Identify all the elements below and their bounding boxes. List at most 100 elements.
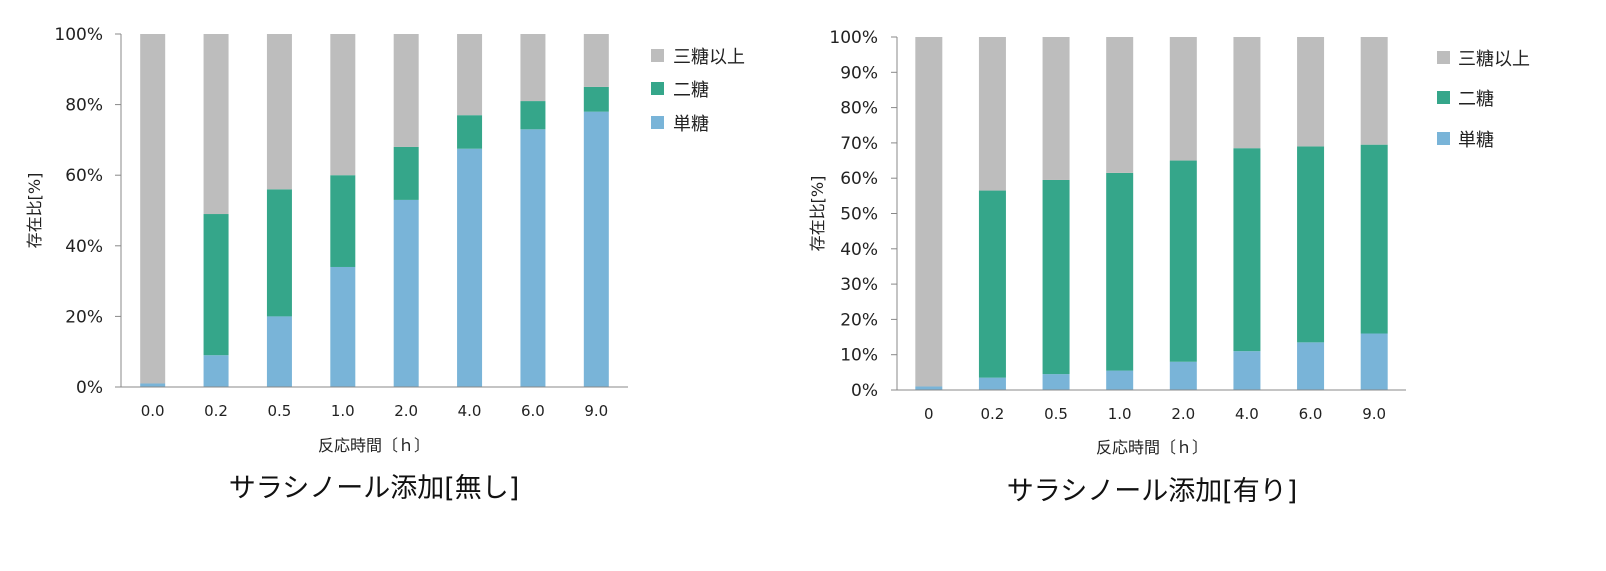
bar-segment (583, 86, 609, 112)
x-tick-label: 0.5 (268, 402, 292, 420)
y-axis-title: 存在比[%] (25, 173, 44, 249)
x-tick-label: 4.0 (458, 402, 482, 420)
y-tick-label: 90% (840, 63, 878, 83)
legend-label: 二糖 (1458, 89, 1494, 110)
bar-segment (583, 111, 609, 387)
x-tick-label: 0.5 (1044, 405, 1068, 423)
x-tick-label: 6.0 (521, 402, 545, 420)
y-tick-label: 80% (65, 96, 103, 116)
bar-segment (266, 316, 292, 387)
bar-segment (915, 386, 943, 390)
bar-segment (1042, 374, 1070, 390)
bar-segment (1360, 144, 1388, 334)
legend-swatch (651, 49, 664, 62)
bar-segment (203, 214, 229, 356)
y-tick-label: 60% (65, 166, 103, 186)
bar-segment (393, 146, 419, 200)
y-tick-label: 20% (65, 307, 103, 327)
y-tick-label: 30% (840, 275, 878, 295)
bar-segment (330, 266, 356, 387)
bar-segment (140, 34, 166, 384)
bar-segment (1042, 179, 1070, 375)
y-tick-label: 0% (76, 378, 103, 398)
bar-segment (203, 34, 229, 215)
bar-segment (915, 37, 943, 387)
x-tick-label: 1.0 (1108, 405, 1132, 423)
legend-swatch (1437, 91, 1450, 104)
x-tick-label: 4.0 (1235, 405, 1259, 423)
bar-segment (1297, 146, 1325, 343)
y-tick-label: 100% (54, 25, 103, 45)
bar-segment (520, 34, 546, 102)
y-tick-label: 50% (840, 205, 878, 225)
x-axis-title: 反応時間〔ｈ〕 (318, 436, 430, 455)
x-tick-label: 2.0 (394, 402, 418, 420)
bar-segment (140, 383, 166, 387)
bar-segment (1106, 370, 1134, 390)
bar-segment (520, 129, 546, 387)
chart-caption: サラシノール添加[有り] (1007, 476, 1298, 507)
bar-segment (457, 148, 483, 387)
bar-segment (266, 189, 292, 317)
bar-segment (266, 34, 292, 190)
bar-segment (1360, 333, 1388, 390)
bar-segment (203, 355, 229, 387)
y-tick-label: 40% (65, 237, 103, 257)
x-axis-title: 反応時間〔ｈ〕 (1096, 438, 1208, 457)
bar-segment (978, 37, 1006, 191)
legend-swatch (651, 116, 664, 129)
x-tick-label: 9.0 (584, 402, 608, 420)
bar-segment (1042, 37, 1070, 180)
x-tick-label: 9.0 (1362, 405, 1386, 423)
bar-segment (520, 101, 546, 130)
legend-label: 三糖以上 (1458, 49, 1530, 70)
bar-segment (330, 175, 356, 267)
chart-2: 0% 10% 20% 30% 40% 50% 60% 70% 80% 90% 100% 0 0.2 0.5… (808, 28, 1530, 507)
y-tick-label: 100% (829, 28, 878, 48)
bar-segment (393, 34, 419, 147)
x-tick-label: 6.0 (1299, 405, 1323, 423)
bar-segment (1106, 37, 1134, 173)
y-tick-label: 10% (840, 346, 878, 366)
legend-label: 単糖 (673, 114, 709, 135)
bar-segment (1169, 160, 1197, 362)
x-tick-label: 1.0 (331, 402, 355, 420)
y-tick-label: 80% (840, 99, 878, 119)
legend-label: 単糖 (1458, 130, 1494, 151)
bar-segment (1169, 37, 1197, 161)
bar-segment (1169, 361, 1197, 390)
y-tick-label: 20% (840, 310, 878, 330)
legend-swatch (1437, 132, 1450, 145)
bar-segment (1297, 37, 1325, 147)
x-tick-label: 0.2 (981, 405, 1005, 423)
y-tick-label: 0% (851, 381, 878, 401)
bar-segment (457, 115, 483, 149)
bar-segment (457, 34, 483, 116)
x-tick-label: 2.0 (1171, 405, 1195, 423)
y-tick-label: 70% (840, 134, 878, 154)
bar-segment (583, 34, 609, 87)
chart-caption: サラシノール添加[無し] (229, 473, 520, 504)
bar-segment (978, 377, 1006, 390)
legend-swatch (651, 82, 664, 95)
bar-segment (1233, 351, 1261, 390)
x-tick-label: 0 (924, 405, 934, 423)
y-axis-title: 存在比[%] (808, 176, 827, 252)
x-tick-label: 0.2 (204, 402, 228, 420)
x-tick-label: 0.0 (141, 402, 165, 420)
bar-segment (330, 34, 356, 176)
bar-segment (1106, 172, 1134, 371)
y-tick-label: 60% (840, 169, 878, 189)
bar-segment (1360, 37, 1388, 145)
bar-segment (393, 199, 419, 387)
legend-label: 二糖 (673, 80, 709, 101)
chart-1: 0% 20% 40% 60% 80% 100% 0.0 0.2 0.5 1.0 2.0 4.0 6.0 9… (25, 25, 745, 504)
bar-segment (1297, 342, 1325, 390)
legend-swatch (1437, 51, 1450, 64)
bar-segment (1233, 148, 1261, 352)
bar-segment (1233, 37, 1261, 149)
legend-label: 三糖以上 (673, 47, 745, 68)
bar-segment (978, 190, 1006, 378)
y-tick-label: 40% (840, 240, 878, 260)
